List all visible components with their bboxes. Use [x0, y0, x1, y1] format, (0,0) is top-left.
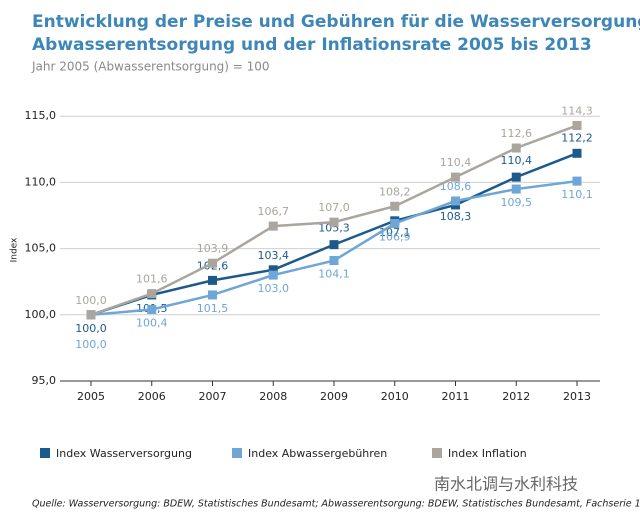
x-tick-label: 2011 [442, 390, 470, 403]
legend-label: Index Inflation [448, 447, 527, 460]
point [572, 121, 582, 131]
watermark: 南水北调与水利科技 [434, 475, 578, 494]
legend-swatch [432, 448, 442, 458]
value-label: 103,4 [258, 249, 290, 262]
value-label: 106,9 [379, 230, 411, 243]
point [390, 218, 400, 228]
value-label: 104,1 [318, 268, 350, 281]
x-tick-label: 2007 [199, 390, 227, 403]
value-label: 100,0 [75, 338, 107, 351]
x-tick-label: 2005 [77, 390, 105, 403]
value-label: 106,7 [258, 205, 290, 218]
value-label: 105,3 [318, 222, 350, 235]
value-label: 110,4 [440, 156, 472, 169]
value-label: 112,2 [561, 131, 593, 144]
source: Quelle: Wasserversorgung: BDEW, Statisti… [32, 499, 640, 510]
point [147, 289, 157, 299]
point [208, 290, 217, 300]
value-label: 114,3 [561, 105, 593, 118]
x-tick-label: 2013 [563, 390, 591, 403]
legend-label: Index Abwassergebühren [248, 447, 387, 460]
x-tick-label: 2008 [259, 390, 287, 403]
legend-label: Index Wasserversorgung [56, 447, 192, 460]
x-tick-label: 2010 [381, 390, 409, 403]
point [329, 240, 339, 250]
value-label: 100,0 [75, 294, 107, 307]
point [511, 143, 521, 153]
point [147, 305, 157, 315]
x-tick-label: 2012 [502, 390, 530, 403]
chart-title: Entwicklung der Preise und Gebühren für … [32, 12, 640, 32]
value-label: 108,2 [379, 185, 411, 198]
y-tick-label: 100,0 [25, 308, 57, 321]
value-label: 112,6 [501, 127, 533, 140]
point [451, 196, 460, 206]
legend-swatch [232, 448, 242, 458]
point [268, 265, 278, 275]
point [451, 172, 460, 182]
y-axis-label: Index [10, 237, 20, 262]
value-label: 110,1 [561, 188, 593, 201]
value-label: 108,6 [440, 180, 472, 193]
point [329, 256, 339, 266]
point [208, 258, 217, 268]
point [511, 172, 521, 182]
y-tick-label: 105,0 [25, 242, 57, 255]
value-label: 103,9 [197, 242, 229, 255]
y-tick-label: 95,0 [32, 374, 57, 387]
value-label: 103,0 [258, 282, 290, 295]
point [390, 201, 400, 211]
point [572, 176, 582, 186]
point [86, 310, 96, 320]
value-label: 108,3 [440, 210, 472, 223]
value-label: 107,0 [318, 201, 350, 214]
value-label: 110,4 [501, 154, 533, 167]
value-label: 101,5 [197, 302, 229, 315]
x-tick-label: 2006 [138, 390, 166, 403]
point [329, 217, 339, 227]
y-tick-label: 115,0 [25, 109, 57, 122]
chart-title: Abwasserentsorgung und der Inflationsrat… [32, 35, 592, 55]
point [268, 270, 278, 280]
x-tick-label: 2009 [320, 390, 348, 403]
point [208, 275, 217, 285]
y-tick-label: 110,0 [25, 175, 57, 188]
value-label: 101,6 [136, 273, 168, 286]
subtitle: Jahr 2005 (Abwasserentsorgung) = 100 [31, 60, 270, 74]
value-label: 100,0 [75, 322, 107, 335]
point [572, 148, 582, 158]
point [268, 221, 278, 231]
point [511, 184, 521, 194]
value-label: 109,5 [501, 196, 533, 209]
legend-swatch [40, 448, 50, 458]
value-label: 100,4 [136, 317, 168, 330]
